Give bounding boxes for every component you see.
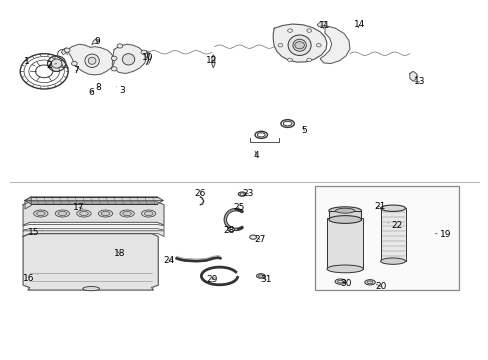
Polygon shape [409,71,416,81]
Polygon shape [25,197,31,209]
Polygon shape [23,202,163,225]
Ellipse shape [287,35,310,55]
Circle shape [287,58,292,62]
Circle shape [316,44,321,47]
Polygon shape [112,44,146,73]
Polygon shape [23,224,163,230]
Text: 9: 9 [94,37,100,46]
Polygon shape [67,44,114,75]
Ellipse shape [58,211,66,216]
Ellipse shape [326,265,363,273]
Ellipse shape [380,205,405,211]
Bar [315,186,458,290]
Text: 8: 8 [95,83,101,92]
Text: 23: 23 [242,189,253,198]
Bar [326,218,363,269]
Text: 17: 17 [73,203,85,212]
Ellipse shape [37,211,45,216]
Text: 19: 19 [434,230,450,239]
Ellipse shape [256,274,264,278]
Circle shape [71,62,77,66]
Text: 1: 1 [23,57,35,66]
Text: 12: 12 [206,56,217,65]
Circle shape [64,48,70,52]
Text: 4: 4 [253,151,259,160]
Text: 13: 13 [413,77,425,86]
Ellipse shape [122,54,135,65]
Text: 3: 3 [116,86,125,95]
Text: 15: 15 [28,228,42,237]
Ellipse shape [55,210,69,217]
Polygon shape [61,48,66,55]
Ellipse shape [328,207,361,215]
Ellipse shape [249,235,256,239]
Polygon shape [23,231,163,237]
Circle shape [278,44,282,47]
Text: 6: 6 [88,88,94,97]
Text: 29: 29 [206,275,217,284]
Polygon shape [92,39,98,44]
Polygon shape [211,55,214,68]
Circle shape [141,50,146,54]
Ellipse shape [34,210,48,217]
Circle shape [111,56,117,60]
Bar [380,208,405,261]
Circle shape [117,44,122,48]
Ellipse shape [337,280,343,283]
Text: 21: 21 [373,202,385,211]
Ellipse shape [141,210,156,217]
Ellipse shape [334,279,345,284]
Text: 26: 26 [194,189,205,198]
Ellipse shape [364,280,375,285]
Ellipse shape [380,258,405,264]
Polygon shape [317,21,325,27]
Text: 16: 16 [23,274,38,283]
Circle shape [306,29,311,32]
Text: 28: 28 [223,226,234,235]
Circle shape [306,58,311,62]
Ellipse shape [80,211,88,216]
Text: 20: 20 [375,282,386,291]
Text: 14: 14 [353,20,365,29]
Ellipse shape [98,210,112,217]
Ellipse shape [335,208,354,213]
Ellipse shape [366,281,372,284]
Ellipse shape [144,211,153,216]
Polygon shape [320,26,349,64]
Text: 5: 5 [301,126,306,135]
Text: 25: 25 [233,203,244,212]
Text: 10: 10 [142,53,153,62]
Ellipse shape [88,57,96,64]
Circle shape [294,42,304,49]
Ellipse shape [120,210,134,217]
Text: 24: 24 [163,256,174,265]
Text: 27: 27 [254,235,265,244]
Ellipse shape [85,54,99,67]
Ellipse shape [258,275,263,277]
Ellipse shape [101,211,110,216]
Ellipse shape [328,216,361,224]
Circle shape [287,29,292,32]
Text: 31: 31 [260,275,271,284]
Ellipse shape [77,210,91,217]
Ellipse shape [82,287,100,291]
Polygon shape [23,234,158,290]
Text: 22: 22 [387,221,402,230]
Ellipse shape [227,227,234,231]
Text: 18: 18 [114,249,125,258]
Bar [328,211,361,220]
Polygon shape [273,24,326,62]
Ellipse shape [47,56,65,71]
Circle shape [111,67,117,71]
Text: 7: 7 [73,66,79,75]
Text: 2: 2 [46,61,57,70]
Ellipse shape [122,211,131,216]
Ellipse shape [292,39,305,51]
Text: 11: 11 [318,21,329,30]
Text: 30: 30 [340,279,351,288]
Polygon shape [25,197,163,204]
Ellipse shape [238,192,245,196]
Ellipse shape [51,59,62,68]
